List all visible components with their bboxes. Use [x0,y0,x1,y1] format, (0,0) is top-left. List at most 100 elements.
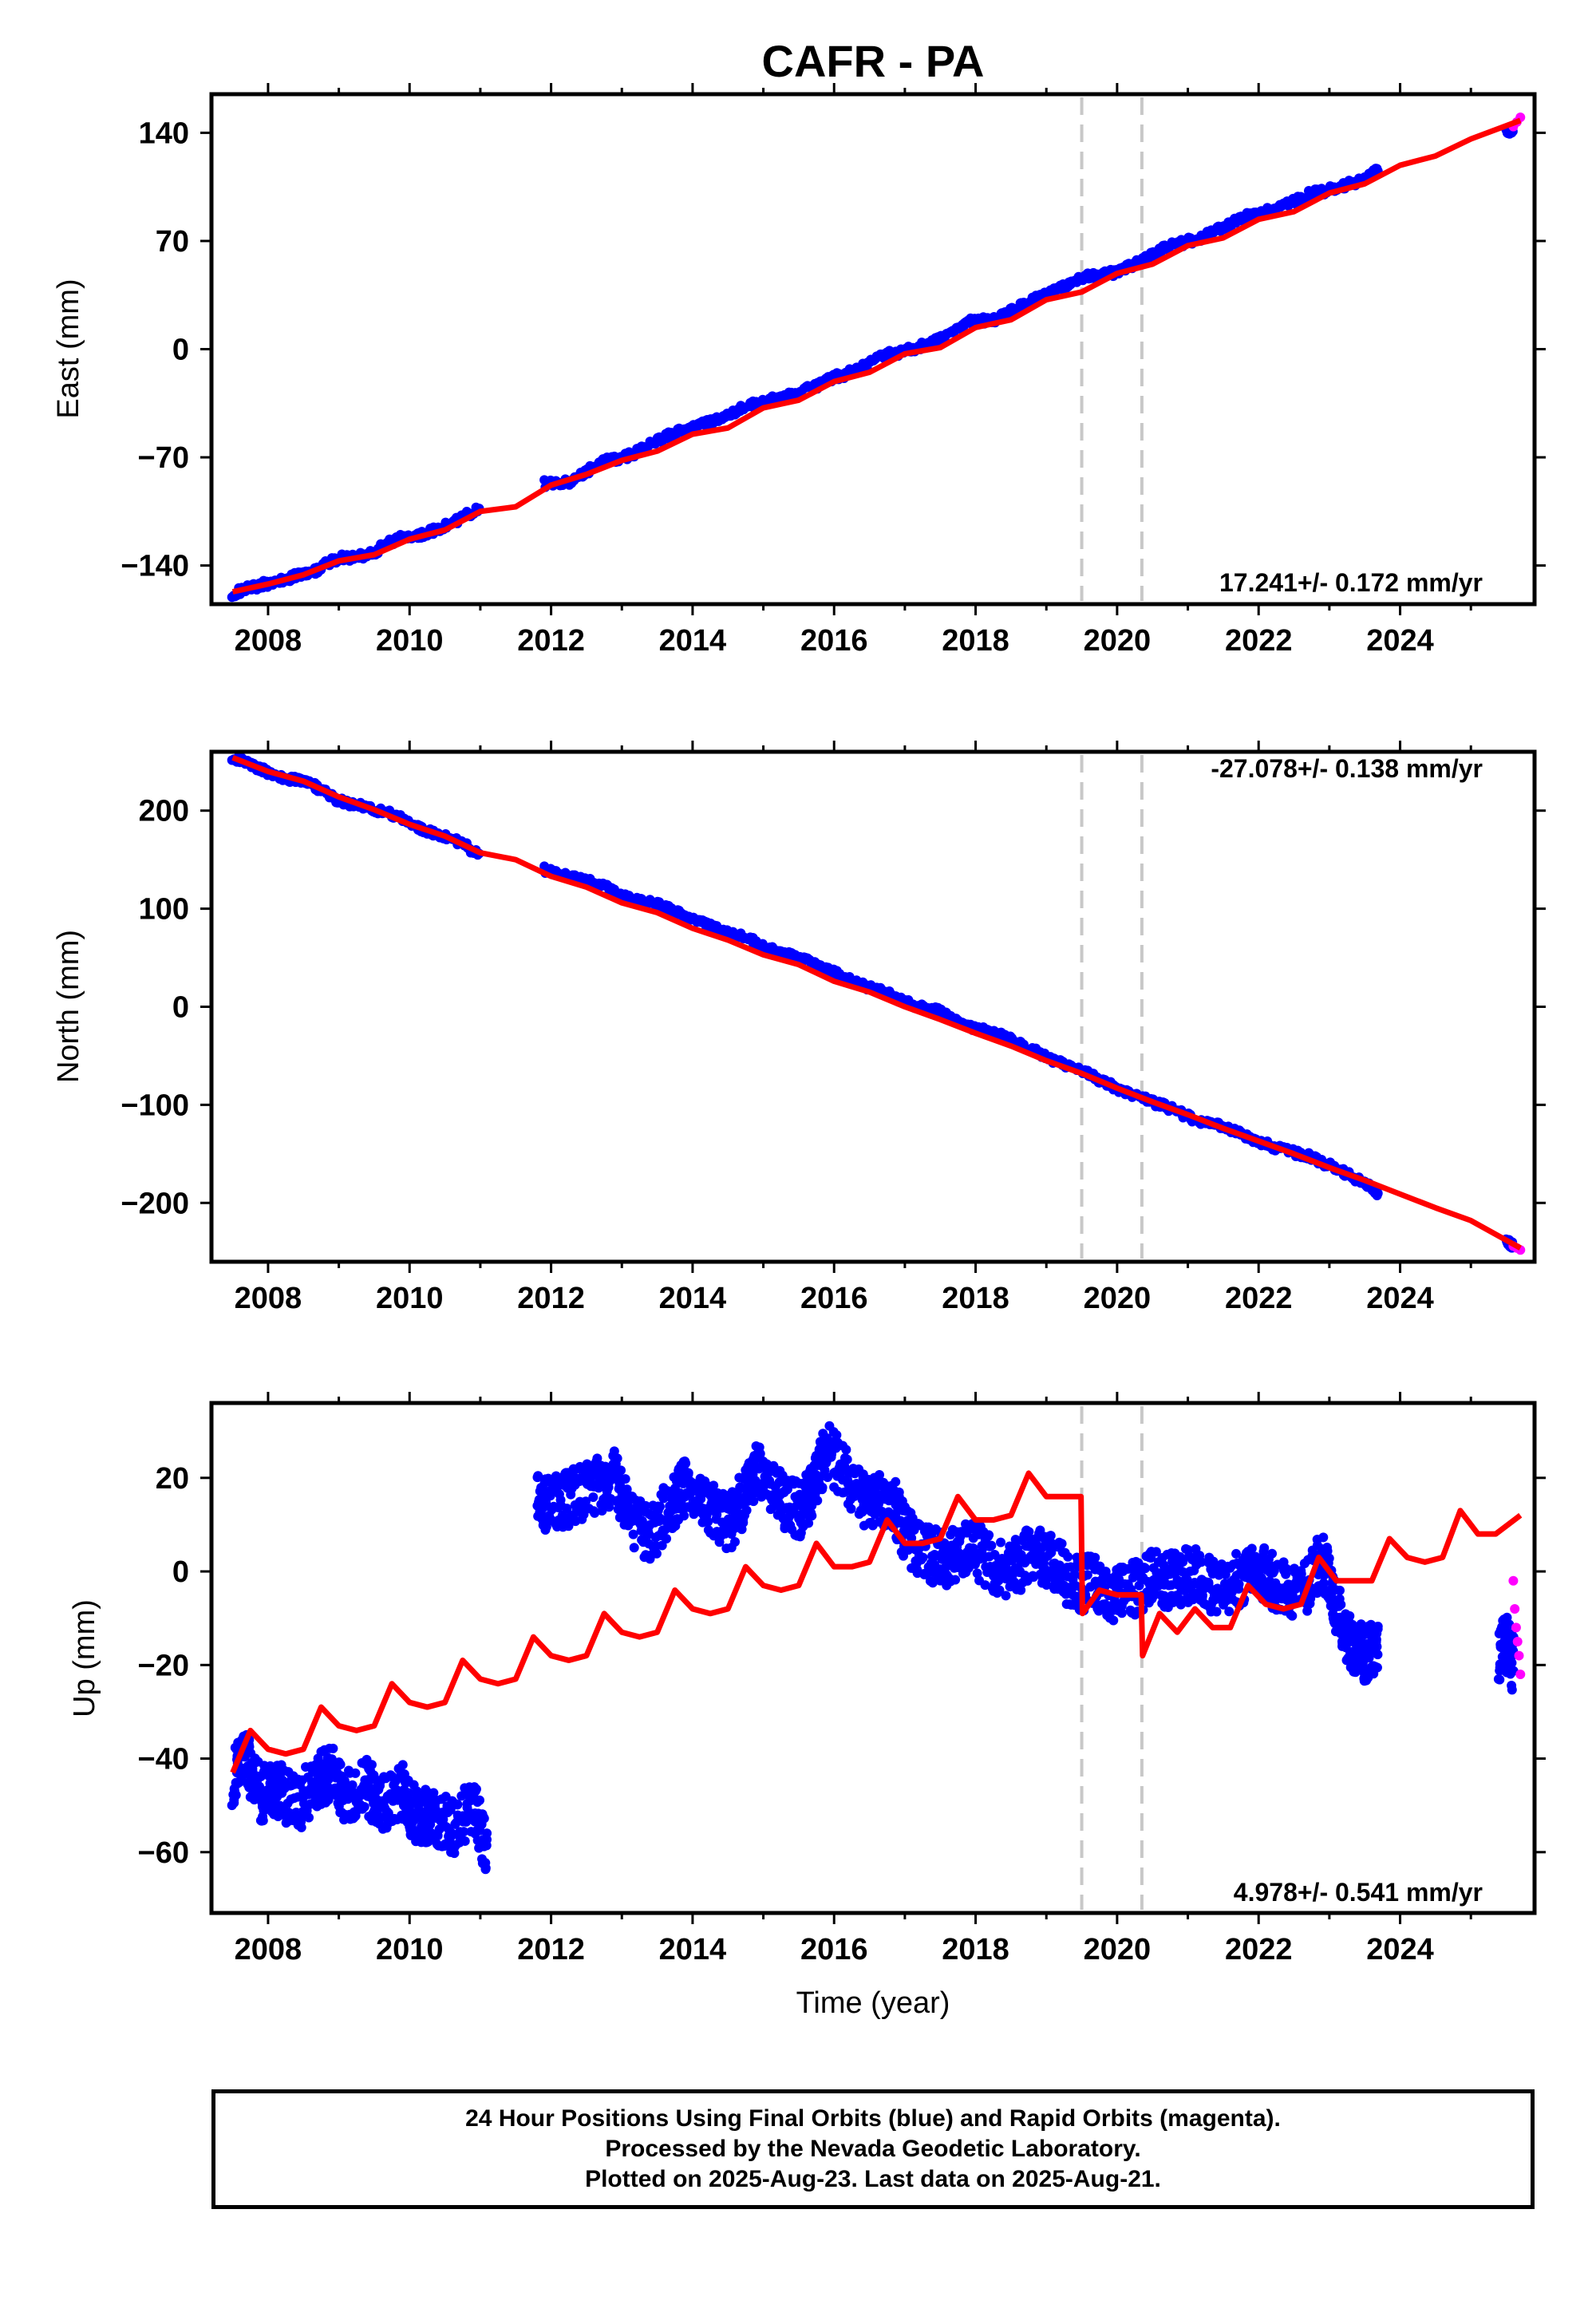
up-final-point [738,1517,749,1528]
up-rapid-point [1512,1636,1523,1646]
up-final-point [984,1530,994,1540]
up-final-point [789,1502,800,1512]
up-x-tick-label: 2008 [235,1933,302,1966]
up-final-point [641,1500,651,1511]
up-final-point [449,1848,460,1859]
up-final-point [479,1813,489,1824]
up-final-point [1372,1662,1382,1673]
up-final-point [804,1518,814,1528]
up-final-point [1302,1606,1313,1616]
north-x-tick-label: 2022 [1225,1282,1293,1315]
up-final-point [475,1795,485,1805]
up-final-point [812,1496,823,1506]
up-final-point [994,1585,1005,1595]
up-x-tick-label: 2016 [800,1933,868,1966]
up-final-point [452,1800,463,1810]
up-final-point [1507,1685,1517,1695]
up-final-point [1024,1527,1034,1537]
up-final-point [662,1533,672,1543]
up-final-point [980,1580,990,1591]
up-x-tick-label: 2020 [1084,1933,1152,1966]
up-model-line [230,1470,1523,1774]
up-final-point [404,1788,414,1798]
up-final-point [1057,1539,1067,1549]
up-final-point [1196,1557,1207,1567]
north-x-tick-label: 2020 [1084,1282,1152,1315]
up-final-point [620,1474,630,1484]
up-final-point [1140,1563,1151,1574]
north-x-tick-label: 2024 [1366,1282,1434,1315]
up-y-axis-label: Up (mm) [68,1599,101,1717]
chart-title: CAFR - PA [762,36,985,86]
up-final-point [1175,1599,1186,1610]
up-final-point [841,1445,851,1455]
up-y-tick-label: −20 [138,1649,189,1682]
east-frame [209,92,1537,607]
up-final-point [562,1504,572,1514]
panel-east: East (mm) 17.241+/- 0.172 mm/yr 2008 2010… [52,83,1546,658]
up-final-point [588,1492,598,1502]
up-final-point [832,1430,842,1441]
up-x-tick-label: 2012 [517,1933,585,1966]
up-final-point [359,1802,369,1812]
north-plot-layer [227,751,1526,1259]
up-final-point [568,1467,579,1477]
up-final-point [1334,1585,1345,1595]
footer-line-3: Plotted on 2025-Aug-23. Last data on 202… [585,2166,1161,2192]
up-final-point [918,1552,928,1563]
east-rate-label: 17.241+/- 0.172 mm/yr [1219,568,1483,597]
panel-north: North (mm) -27.078+/- 0.138 mm/yr 2008 20… [52,741,1546,1315]
up-final-point [1282,1563,1292,1574]
up-final-point [612,1453,622,1464]
up-final-point [304,1812,314,1823]
up-final-point [258,1816,268,1826]
up-final-point [1063,1551,1073,1562]
up-final-point [1108,1615,1119,1626]
up-final-point [347,1780,358,1790]
up-x-tick-label: 2010 [376,1933,444,1966]
up-final-point [1507,1658,1517,1668]
footer-line-2: Processed by the Nevada Geodetic Laborat… [605,2136,1141,2162]
up-final-point [592,1453,602,1464]
up-final-point [986,1540,997,1551]
x-axis-label: Time (year) [796,1986,950,2020]
up-final-point [533,1471,543,1481]
up-final-point [730,1537,741,1547]
up-final-point [1046,1547,1057,1558]
north-model-line [231,755,1522,1251]
up-final-point [703,1516,713,1527]
up-final-point [950,1575,961,1585]
up-final-point [709,1480,719,1491]
up-final-point [350,1768,361,1778]
up-final-point [1178,1557,1188,1567]
up-final-point [1116,1608,1127,1618]
up-final-point [460,1836,470,1846]
up-x-tick-label: 2022 [1225,1933,1293,1966]
up-final-point [894,1487,904,1497]
up-final-point [590,1508,600,1518]
up-x-tick-label: 2024 [1366,1933,1434,1966]
north-final-point [1373,1188,1383,1199]
up-final-point [597,1506,607,1516]
up-final-point [712,1509,722,1520]
up-final-point [1267,1548,1278,1559]
east-y-tick-label: 140 [139,117,189,150]
up-final-point [604,1502,614,1512]
north-y-axis-label: North (mm) [52,930,85,1083]
up-final-point [581,1496,591,1507]
east-x-tick-label: 2020 [1084,624,1152,658]
up-final-point [1082,1570,1092,1580]
north-y-tick-label: 0 [172,991,189,1025]
up-final-point [907,1533,917,1543]
up-final-point [660,1524,670,1535]
east-y-tick-label: 70 [156,225,189,259]
up-final-point [1069,1569,1080,1579]
up-final-point [826,1452,836,1462]
up-final-point [1287,1611,1298,1621]
north-y-tick-label: −100 [120,1089,189,1122]
north-x-tick-label: 2008 [235,1282,302,1315]
footer-box: 24 Hour Positions Using Final Orbits (bl… [211,2089,1535,2209]
up-final-point [1090,1552,1100,1563]
up-final-point [447,1828,457,1839]
up-final-point [1322,1546,1333,1556]
